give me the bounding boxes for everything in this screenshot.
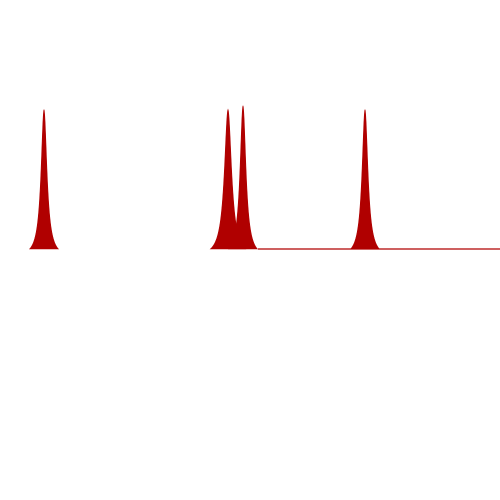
peak-area-3 xyxy=(227,105,259,250)
chart-plot-area xyxy=(28,105,500,250)
peak-area-4 xyxy=(349,109,381,250)
peak-area-1 xyxy=(28,109,60,250)
